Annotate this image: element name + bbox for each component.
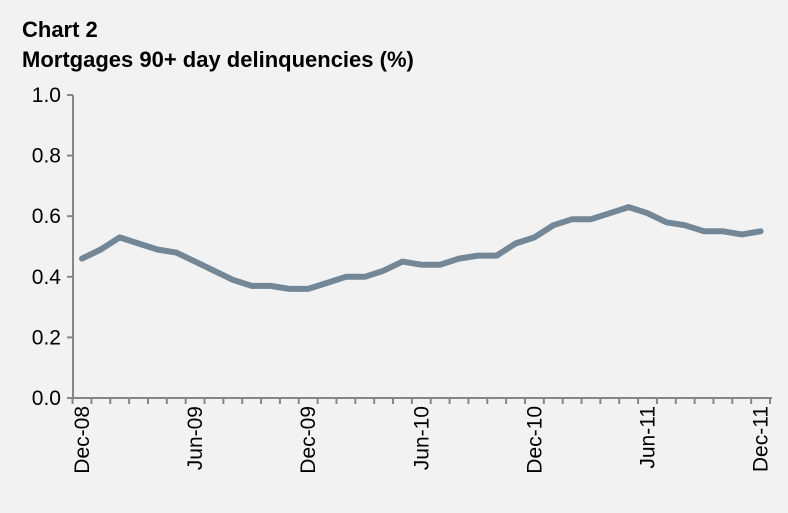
x-tick-label: Dec-11 [750,406,773,472]
x-tick-label: Dec-09 [297,406,320,474]
x-tick-label: Jun-09 [184,406,207,470]
y-tick-label: 0.2 [32,326,61,349]
y-tick-label: 0.6 [32,205,61,228]
x-tick-label: Jun-10 [410,406,433,470]
y-tick-label: 0.4 [32,266,62,289]
chart-subtitle: Mortgages 90+ day delinquencies (%) [22,47,414,72]
series-line [79,204,764,292]
x-tick-label: Jun-11 [637,406,660,469]
y-tick-label: 0.8 [32,145,61,168]
y-tick-label: 1.0 [32,84,61,107]
x-tick-label: Dec-10 [523,406,546,474]
chart-title: Chart 2 [22,17,98,42]
y-tick-label: 0.0 [32,387,61,410]
x-tick-label: Dec-08 [71,406,94,474]
